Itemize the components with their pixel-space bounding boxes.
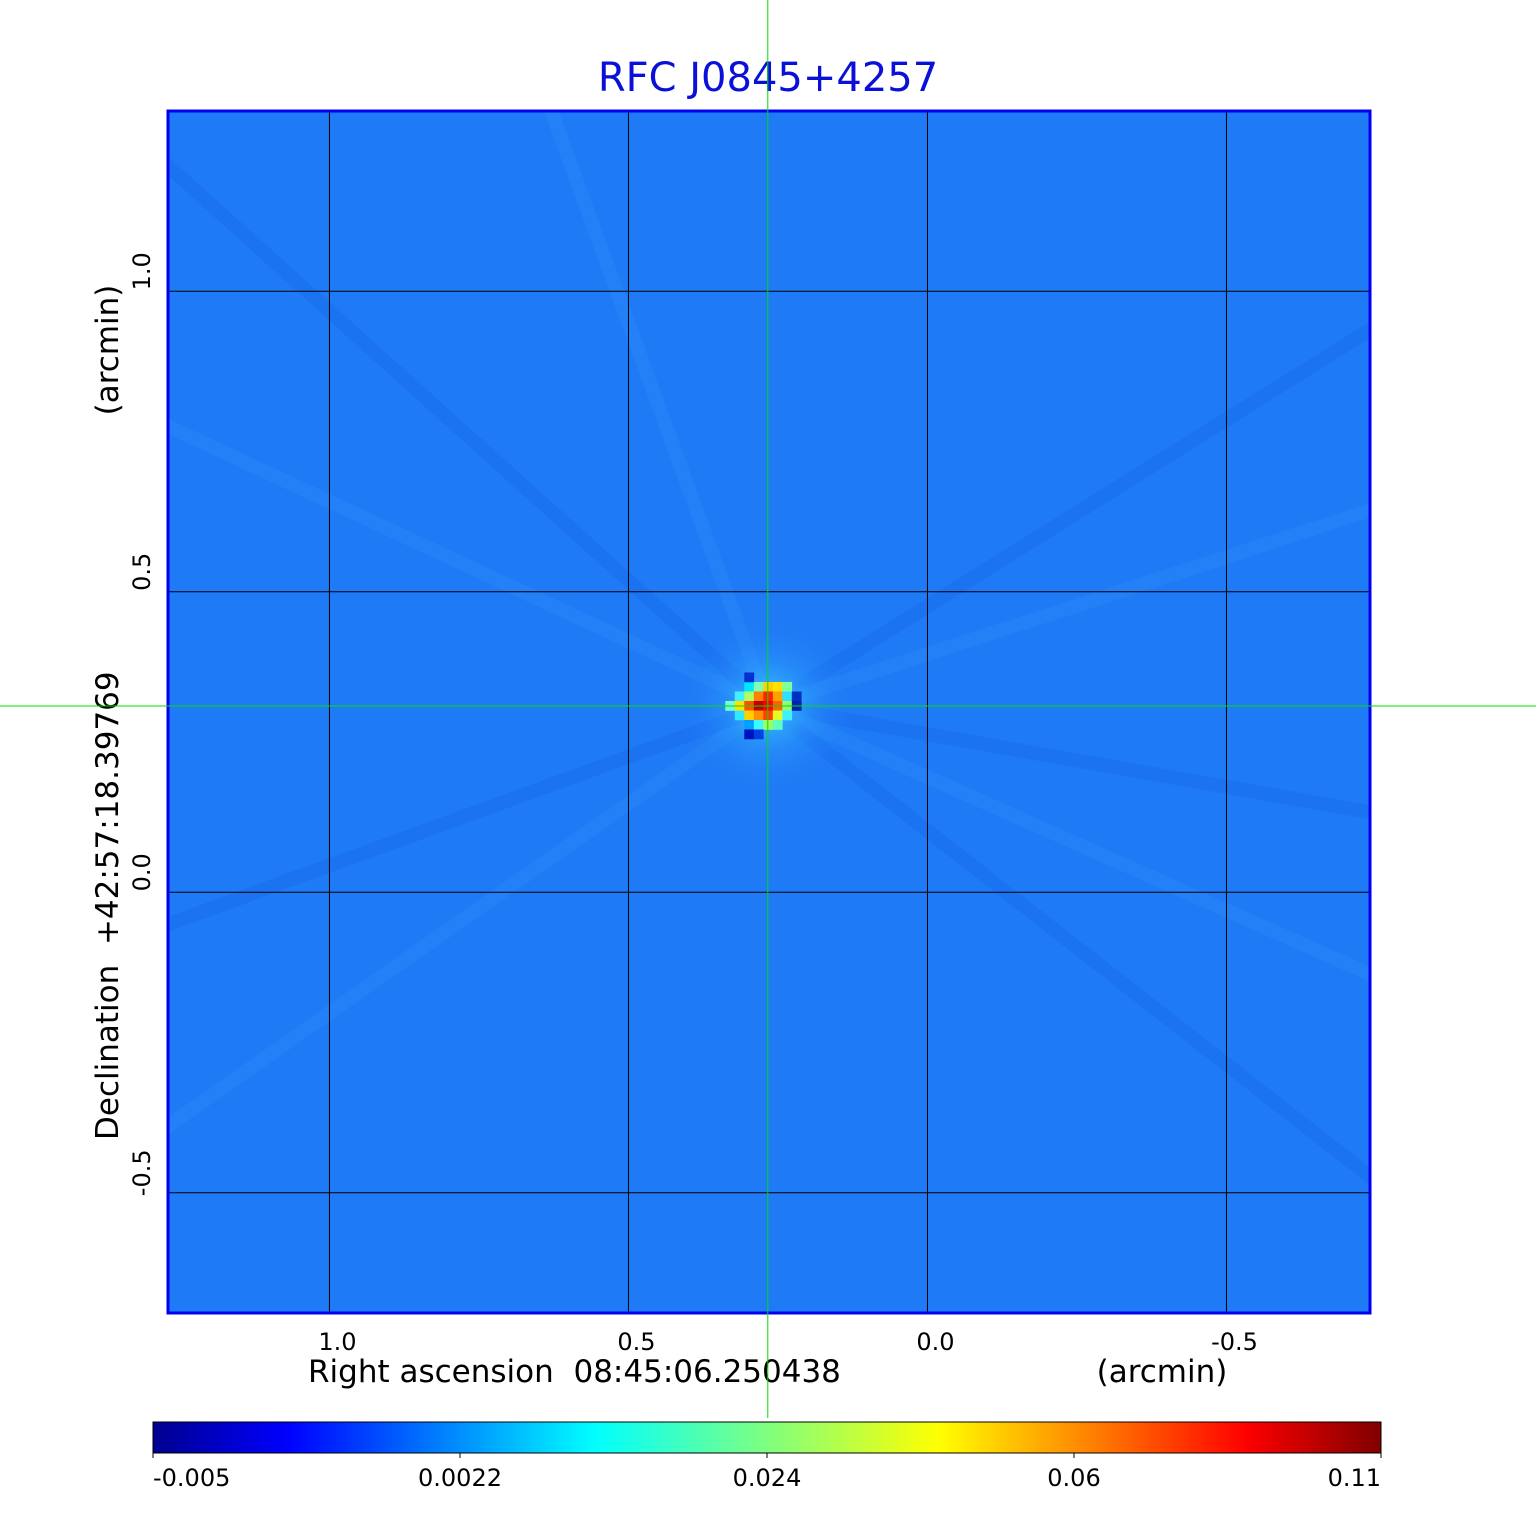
sidelobe-streak	[766, 699, 1370, 820]
y-tick-label: 0.0	[128, 853, 156, 891]
x-tick-labels: 1.0 0.5 0.0 -0.5	[318, 1328, 1258, 1356]
sidelobe-streak	[764, 699, 1370, 982]
sidelobe-streak	[168, 700, 772, 1135]
y-tick-labels: -0.5 0.0 0.5 1.0	[128, 252, 156, 1196]
source-pixel	[744, 719, 755, 730]
x-tick-label: 0.5	[617, 1328, 655, 1356]
sidelobe-streak	[168, 418, 771, 713]
x-axis-unit: (arcmin)	[1097, 1354, 1228, 1390]
source-pixel	[753, 691, 764, 702]
source-pixel	[772, 719, 783, 730]
source-pixel	[753, 729, 764, 740]
colorbar	[152, 1421, 1382, 1454]
x-axis-label: Right ascension 08:45:06.250438	[308, 1354, 841, 1390]
colorbar-tick-label: 0.11	[1328, 1464, 1381, 1492]
source-pixel	[782, 681, 793, 692]
source-pixel	[782, 710, 793, 721]
source-pixel	[734, 710, 745, 721]
y-tick-label: 1.0	[128, 252, 156, 290]
sidelobe-streak	[763, 700, 1370, 1186]
source-pixel	[753, 681, 764, 692]
x-tick-label: 0.0	[916, 1328, 954, 1356]
source-pixel	[772, 710, 783, 721]
plot-frame	[166, 109, 1372, 1315]
source-pixel	[753, 719, 764, 730]
colorbar-tick-label: 0.024	[733, 1464, 802, 1492]
y-axis-label: Declination +42:57:18.39769	[90, 671, 126, 1140]
sidelobe-streak	[168, 156, 773, 712]
source-pixel	[734, 691, 745, 702]
sidelobe-streak	[168, 699, 771, 932]
colorbar-tick-labels: -0.005 0.0022 0.024 0.06 0.11	[152, 1453, 1382, 1492]
colorbar-tick-label: 0.06	[1047, 1464, 1100, 1492]
colorbar-tick-label: 0.0022	[418, 1464, 502, 1492]
source-pixel	[753, 710, 764, 721]
crosshair	[0, 0, 1536, 1418]
source-pixel	[744, 729, 755, 740]
source-pixel	[744, 710, 755, 721]
sidelobe-streak	[765, 502, 1370, 713]
source-pixel	[791, 691, 802, 702]
x-tick-label: 1.0	[318, 1328, 356, 1356]
source-pixel	[772, 691, 783, 702]
source-pixel	[782, 691, 793, 702]
grid-lines	[168, 111, 1370, 1313]
source-pixel	[772, 681, 783, 692]
x-tick-label: -0.5	[1211, 1328, 1258, 1356]
sidelobe-streak	[543, 111, 775, 709]
y-tick-label: 0.5	[128, 553, 156, 591]
colorbar-tick-label: -0.005	[153, 1464, 230, 1492]
source-pixel	[744, 681, 755, 692]
source-pixel	[744, 672, 755, 683]
sidelobe-streak	[764, 321, 1370, 712]
y-tick-label: -0.5	[128, 1149, 156, 1196]
y-axis-unit: (arcmin)	[90, 285, 126, 416]
source-pixel	[744, 691, 755, 702]
